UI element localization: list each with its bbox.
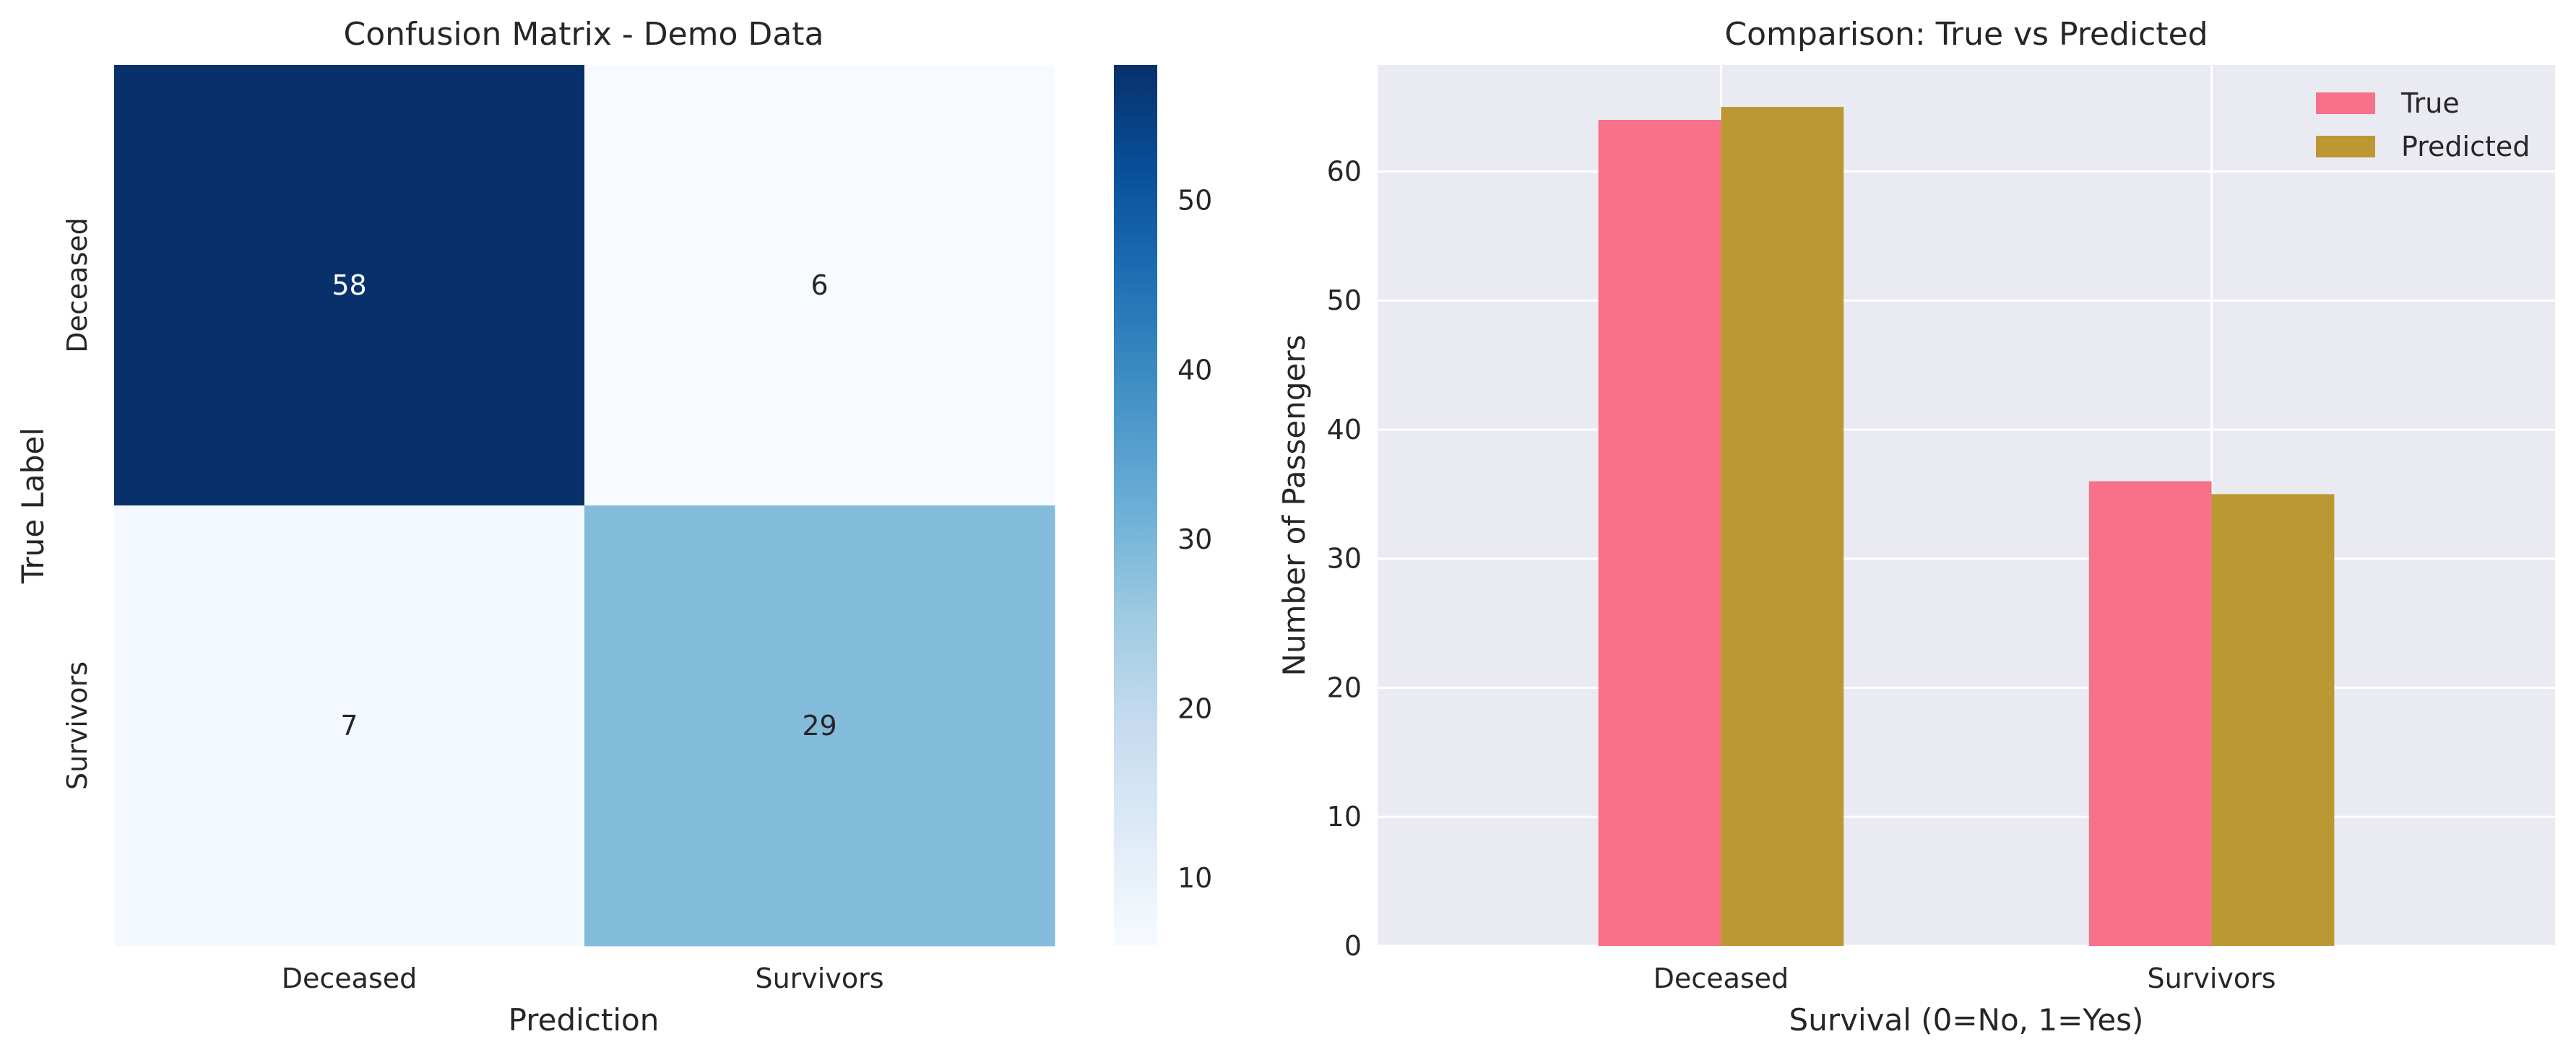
- bar-x-axis-label: Survival (0=No, 1=Yes): [1789, 1002, 2144, 1038]
- heatmap-x-tick-label: Survivors: [755, 963, 883, 994]
- colorbar-tick-label: 20: [1177, 693, 1212, 725]
- legend-label-predicted: Predicted: [2401, 131, 2530, 162]
- colorbar-gradient: [1114, 65, 1157, 946]
- bar-y-tick-label: 20: [1327, 672, 1362, 703]
- bar-y-tick-label: 10: [1327, 801, 1362, 833]
- bar-plot-background: [1378, 65, 2555, 946]
- legend-label-true: True: [2400, 87, 2460, 119]
- bar-x-tick-label: Survivors: [2148, 963, 2276, 994]
- heatmap-cell: [114, 65, 585, 506]
- colorbar-tick-label: 50: [1177, 185, 1212, 217]
- bar-x-tick-labels: Deceased Survivors: [1654, 963, 2276, 994]
- bar-chart-title: Comparison: True vs Predicted: [1724, 16, 2208, 53]
- heatmap-x-tick-label: Deceased: [282, 963, 418, 994]
- bar-y-tick-label: 60: [1327, 155, 1362, 187]
- bar-predicted: [2211, 494, 2335, 946]
- colorbar: 10 20 30 40 50: [1114, 65, 1212, 946]
- heatmap-y-axis-label: True Label: [15, 427, 51, 584]
- heatmap-cells: 58 6 7 29: [114, 65, 1055, 947]
- legend-swatch-predicted: [2316, 136, 2375, 157]
- bar-bars: [1598, 107, 2335, 947]
- heatmap-cell-value: 6: [811, 269, 828, 301]
- confusion-matrix-panel: Confusion Matrix - Demo Data 58 6 7 29 Dece…: [15, 16, 1055, 1038]
- heatmap-x-tick-labels: Deceased Survivors: [282, 963, 884, 994]
- heatmap-y-tick-label: Survivors: [61, 661, 93, 790]
- colorbar-tick-label: 10: [1177, 862, 1212, 894]
- colorbar-tick-label: 30: [1177, 524, 1212, 555]
- legend-swatch-true: [2316, 92, 2375, 114]
- heatmap-cell: [584, 65, 1055, 506]
- colorbar-tick-labels: 10 20 30 40 50: [1177, 185, 1212, 894]
- heatmap-title: Confusion Matrix - Demo Data: [343, 16, 824, 53]
- bar-gridlines: [1378, 65, 2555, 947]
- bar-chart-panel: Comparison: True vs Predicted 0 10 20 30 40 5…: [1276, 16, 2555, 1038]
- heatmap-cell-value: 7: [340, 710, 358, 742]
- bar-y-tick-label: 0: [1344, 930, 1362, 962]
- heatmap-cell-value: 29: [802, 710, 837, 742]
- bar-y-axis-label: Number of Passengers: [1276, 335, 1312, 677]
- bar-true: [1598, 119, 1721, 946]
- heatmap-cell-value: 58: [332, 269, 366, 301]
- bar-predicted: [1721, 107, 1844, 947]
- bar-y-tick-label: 50: [1327, 284, 1362, 316]
- bar-x-tick-label: Deceased: [1654, 963, 1789, 994]
- bar-y-tick-labels: 0 10 20 30 40 50 60: [1327, 155, 1362, 962]
- bar-y-tick-label: 30: [1327, 543, 1362, 575]
- heatmap-x-axis-label: Prediction: [509, 1002, 660, 1038]
- heatmap-y-tick-labels: Deceased Survivors: [61, 217, 93, 790]
- bar-legend: True Predicted: [2316, 87, 2530, 162]
- heatmap-cell: [114, 505, 585, 947]
- heatmap-y-tick-label: Deceased: [61, 217, 93, 353]
- bar-y-tick-label: 40: [1327, 414, 1362, 446]
- colorbar-tick-label: 40: [1177, 354, 1212, 386]
- heatmap-cell: [584, 505, 1055, 947]
- bar-true: [2088, 481, 2212, 946]
